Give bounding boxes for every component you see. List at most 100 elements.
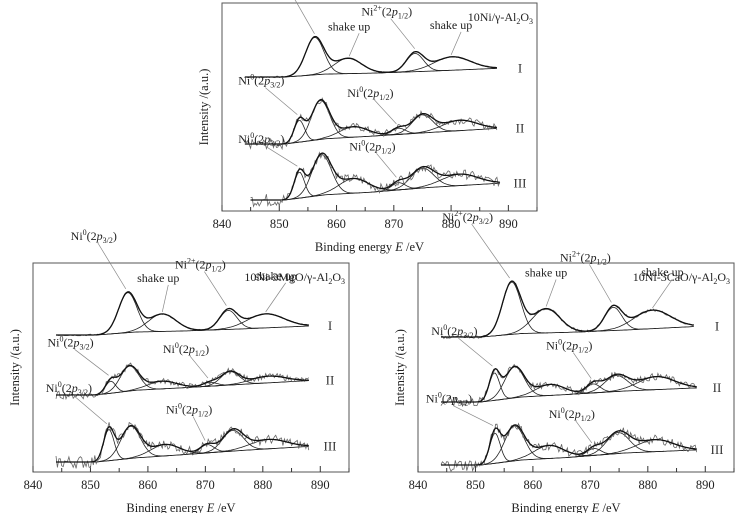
peak-annotation: Ni2+(2p1/2)	[361, 4, 412, 21]
peak-annotation: shake up	[430, 18, 472, 32]
x-tick-label: 850	[270, 217, 289, 231]
peak-annotation: Ni0(2p3/2)	[71, 228, 117, 245]
series-label: II	[516, 120, 525, 135]
fit-envelope	[441, 280, 694, 338]
x-tick-label: 880	[253, 478, 272, 492]
fit-component-peak	[282, 154, 361, 201]
chart-title: 10Ni/γ-Al2O3	[468, 10, 533, 26]
annotation-arrow	[204, 271, 227, 306]
fit-component-peak	[571, 432, 664, 458]
annotation-arrow	[265, 87, 298, 115]
annotation-arrow	[265, 282, 286, 313]
raw-spectrum	[440, 422, 698, 473]
peak-annotation: Ni2+(2p3/2)	[442, 209, 493, 226]
chart-panel-top: 840 850 860 870 880 890 Binding energy E /eV In…	[197, 0, 538, 254]
chart-panel-bottom-left: 840 850 860 870 880 890 Binding energy E /eV In…	[8, 228, 350, 513]
series-label: III	[324, 438, 337, 453]
series-label: II	[326, 373, 335, 388]
x-tick-label: 870	[196, 478, 215, 492]
x-axis-label: Binding energy E /eV	[315, 240, 424, 254]
x-tick-label: 880	[638, 478, 657, 492]
peak-annotation: Ni0(2p3/2)	[47, 334, 93, 351]
annotation-arrow	[452, 405, 494, 426]
x-tick-label: 890	[499, 217, 518, 231]
fit-component-peak	[91, 292, 165, 336]
fit-envelope	[441, 424, 697, 466]
series-III: III Ni0(2p3/2) Ni0(2p1/2)	[46, 380, 337, 469]
fit-envelope	[56, 364, 309, 396]
x-tick-label: 880	[442, 217, 461, 231]
y-axis-label: Intensity /(a.u.)	[393, 329, 407, 406]
annotation-arrow	[97, 242, 127, 290]
chart-title: 10Ni-3CaO/γ-Al2O3	[633, 270, 730, 286]
series-II: II Ni0(2p3/2) Ni0(2p1/2)	[431, 323, 722, 408]
x-tick-label: 840	[213, 217, 232, 231]
series-label: III	[711, 442, 724, 457]
baseline	[56, 325, 309, 336]
chart-panel-bottom-right: 840 850 860 870 880 890 Binding energy E /eV In…	[393, 209, 735, 513]
fit-component-peak	[381, 114, 463, 136]
peak-annotation: shake up	[328, 19, 370, 33]
annotation-arrow	[294, 0, 315, 35]
peak-annotation: Ni0(2p1/2)	[163, 341, 209, 358]
fit-envelope	[56, 291, 309, 336]
series-label: I	[518, 60, 522, 75]
annotation-arrow	[471, 223, 510, 279]
fit-component-peak	[492, 384, 608, 401]
raw-spectrum	[55, 362, 310, 401]
peak-annotation: Ni0(2p3/2)	[238, 73, 284, 90]
fit-component-peak	[474, 433, 515, 466]
fit-component-peak	[570, 375, 663, 395]
raw-spectrum	[244, 97, 498, 151]
annotation-arrow	[74, 349, 109, 376]
annotation-arrow	[374, 99, 397, 125]
peak-annotation: shake up	[255, 269, 297, 283]
x-tick-label: 890	[696, 478, 715, 492]
baseline	[441, 326, 694, 338]
plot-frame	[417, 262, 735, 473]
y-axis-label: Intensity /(a.u.)	[8, 329, 22, 406]
series-label: I	[328, 318, 332, 333]
fit-envelope	[56, 424, 309, 463]
peak-annotation: Ni0(2p3/2)	[46, 380, 92, 397]
peak-annotation: shake up	[525, 265, 567, 279]
x-tick-label: 860	[139, 478, 158, 492]
series-II: II Ni0(2p3/2) Ni0(2p1/2)	[238, 73, 525, 151]
annotation-arrow	[72, 394, 108, 425]
annotation-arrow	[652, 278, 673, 309]
annotation-arrow	[589, 264, 612, 303]
annotation-arrow	[575, 420, 593, 444]
peak-annotation: Ni0(2p1/2)	[166, 402, 212, 419]
peak-annotation: shake up	[137, 271, 179, 285]
fit-component-peak	[370, 127, 426, 137]
chart-title: 10Ni-3MgO/γ-Al2O3	[244, 270, 345, 286]
x-axis-label: Binding energy E /eV	[511, 501, 620, 513]
x-tick-label: 850	[466, 478, 485, 492]
annotation-arrow	[376, 153, 397, 178]
annotation-arrow	[450, 31, 462, 56]
fit-component-peak	[278, 37, 352, 78]
y-axis-label: Intensity /(a.u.)	[197, 69, 211, 146]
x-tick-label: 840	[409, 478, 428, 492]
plot-frame	[221, 2, 538, 212]
annotation-arrow	[572, 352, 592, 379]
peak-annotation: Ni0(2p3/2)	[238, 131, 284, 148]
series-label: I	[715, 319, 719, 334]
x-tick-label: 870	[581, 478, 600, 492]
peak-annotation: shake up	[641, 265, 683, 279]
peak-annotation: Ni2+(2p1/2)	[175, 257, 226, 274]
annotation-arrow	[390, 18, 416, 49]
fit-envelope	[244, 98, 497, 145]
fit-component-peak	[376, 167, 469, 193]
x-tick-label: 850	[81, 478, 100, 492]
series-label: II	[713, 380, 722, 395]
x-tick-label: 840	[24, 478, 43, 492]
annotation-arrow	[192, 416, 206, 441]
peak-annotation: Ni0(2p1/2)	[347, 85, 393, 102]
raw-spectrum	[440, 363, 697, 408]
fit-envelope	[441, 365, 697, 403]
x-tick-label: 860	[524, 478, 543, 492]
